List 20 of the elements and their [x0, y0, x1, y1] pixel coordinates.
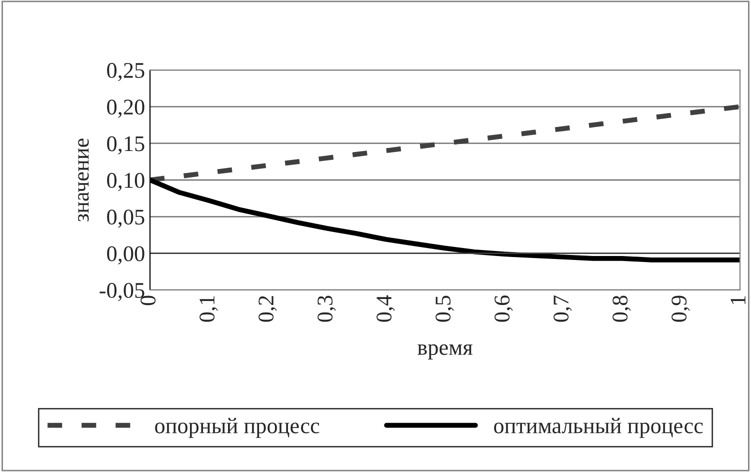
y-tick-label: 0,25 — [107, 62, 144, 82]
x-tick-label: 0,5 — [436, 296, 454, 322]
x-tick-label: 0,9 — [672, 296, 690, 322]
y-tick-label: 0,15 — [107, 136, 144, 154]
x-tick-label: 0,2 — [258, 296, 277, 322]
legend-label: оптимальный процесс — [494, 418, 703, 438]
x-tick-label: 0,4 — [376, 295, 395, 322]
x-tick-label: 0,3 — [318, 296, 336, 322]
x-tick-label: 0,8 — [612, 296, 631, 322]
y-axis-title: значение — [78, 138, 89, 222]
y-tick-label: 0,05 — [107, 210, 144, 228]
x-tick-label: 0,6 — [494, 296, 513, 322]
x-tick-label: 0,1 — [200, 296, 218, 322]
y-tick-label: 0,00 — [107, 246, 144, 264]
y-tick-label: 0,10 — [107, 172, 144, 192]
legend-label: опорный процесс — [155, 418, 320, 438]
x-axis-title: время — [418, 344, 472, 360]
y-tick-label: 0,20 — [107, 100, 144, 118]
x-tick-label: 1 — [730, 296, 746, 304]
x-tick-label: 0,7 — [554, 296, 572, 322]
